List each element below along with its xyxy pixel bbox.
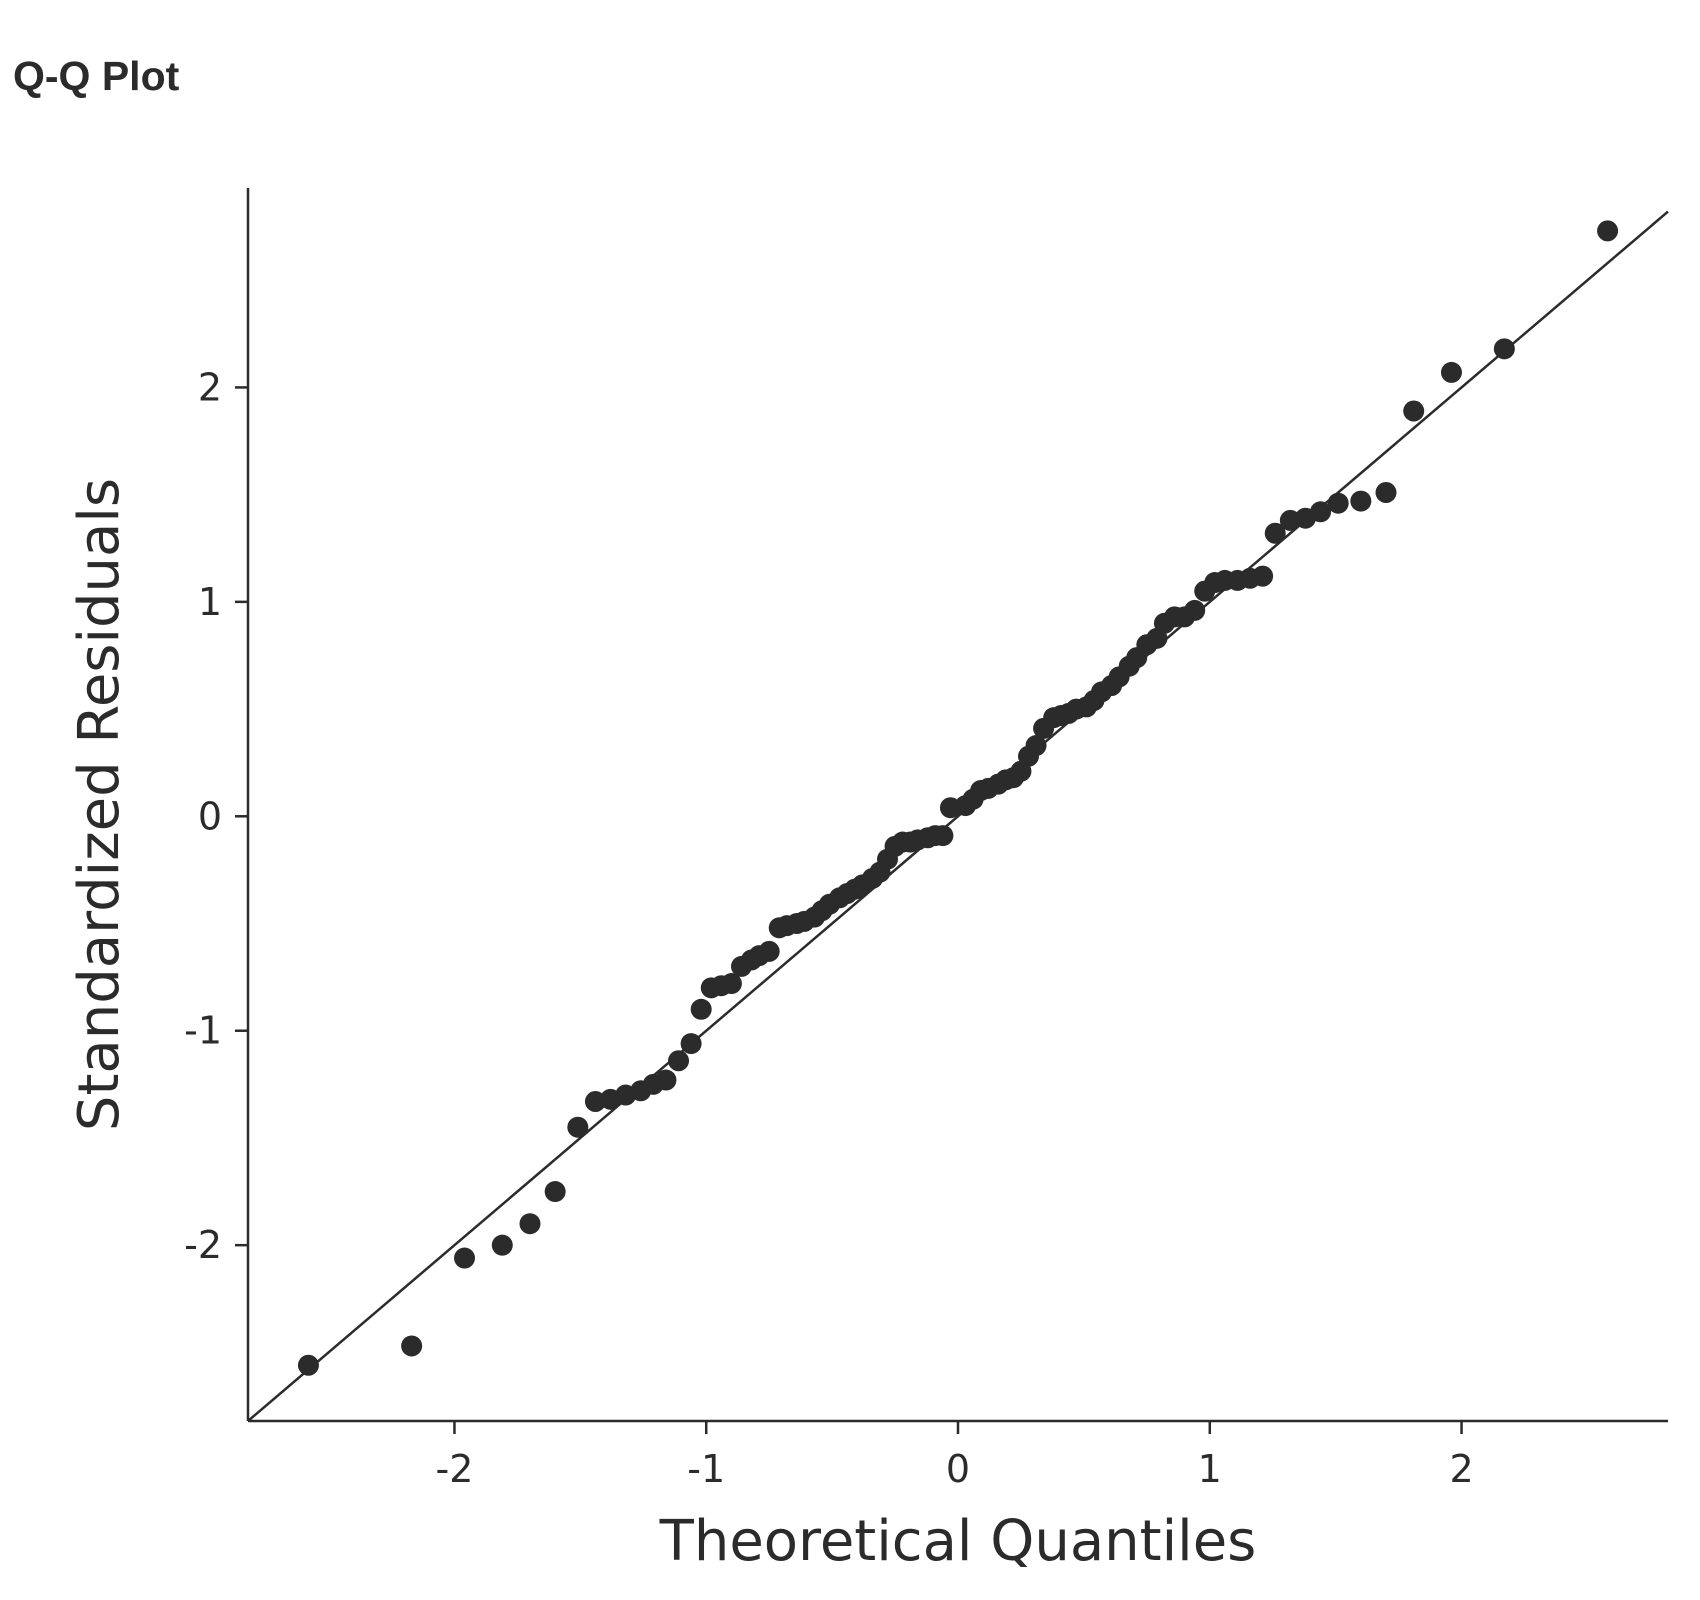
data-point [567,1116,589,1138]
data-point [1493,338,1515,360]
x-axis-label: Theoretical Quantiles [659,1509,1257,1574]
data-point [1184,599,1206,621]
y-ticks-layer: -2 -1 0 1 2 [184,365,248,1267]
y-tick-label: 1 [198,580,222,624]
y-tick-label: -1 [184,1009,222,1053]
data-point [519,1213,541,1235]
chart-title: Q-Q Plot [13,53,180,99]
data-point [1327,492,1349,514]
data-point [454,1247,476,1269]
data-point [668,1050,690,1072]
y-tick-label: -2 [184,1223,222,1267]
data-point [758,940,780,962]
data-point [1375,481,1397,503]
data-point [655,1069,677,1091]
y-axis-label: Standardized Residuals [67,478,132,1131]
data-point [1264,522,1286,544]
data-point [1350,490,1372,512]
data-point [544,1181,566,1203]
data-point [690,998,712,1020]
y-tick-label: 0 [198,794,222,838]
reference-line [247,210,1669,1422]
y-tick-label: 2 [198,365,222,409]
data-point [491,1234,513,1256]
data-point [1310,501,1332,523]
data-point [1025,735,1047,757]
data-points-layer [297,220,1619,1376]
x-tick-label: 2 [1449,1447,1473,1491]
data-point [1252,565,1274,587]
data-point [297,1354,319,1376]
x-tick-label: 0 [946,1447,970,1491]
data-point [680,1033,702,1055]
data-point [401,1335,423,1357]
data-point [1440,361,1462,383]
data-point [720,973,742,995]
data-point [932,825,954,847]
x-tick-label: -2 [436,1447,474,1491]
reference-line-layer [247,210,1669,1422]
x-ticks-layer: -2 -1 0 1 2 [436,1421,1474,1491]
x-tick-label: -1 [687,1447,725,1491]
data-point [1403,400,1425,422]
data-point [1597,220,1619,242]
x-tick-label: 1 [1198,1447,1222,1491]
